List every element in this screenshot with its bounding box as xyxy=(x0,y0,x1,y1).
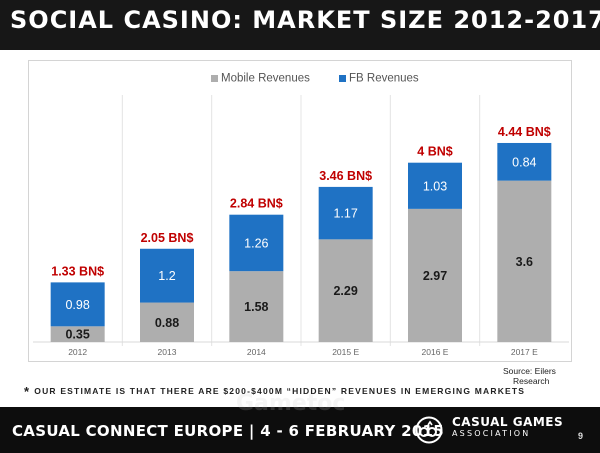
data-label-total: 2.84 BN$ xyxy=(230,197,283,211)
bar-mobile xyxy=(497,180,552,342)
data-label-total: 3.46 BN$ xyxy=(319,169,372,183)
bar-fb xyxy=(229,214,284,272)
bar-mobile xyxy=(408,208,462,342)
data-label-mobile: 3.6 xyxy=(516,255,533,269)
data-label-total: 1.33 BN$ xyxy=(51,264,104,278)
org-name-line-2: ASSOCIATION xyxy=(452,429,531,438)
legend-label-1: FB Revenues xyxy=(349,73,419,85)
x-tick-label: 2016 E xyxy=(422,347,449,357)
data-label-fb: 0.84 xyxy=(512,155,536,169)
data-label-mobile: 0.88 xyxy=(155,316,179,330)
data-label-total: 4 BN$ xyxy=(417,145,452,159)
chart-frame: Mobile Revenues FB Revenues 0.35 0.98 1.33 B… xyxy=(28,60,572,362)
bar-mobile xyxy=(50,326,105,342)
x-tick-label: 2014 xyxy=(247,347,266,357)
bar-mobile xyxy=(229,271,284,342)
data-label-total: 2.05 BN$ xyxy=(141,231,194,245)
data-label-fb: 0.98 xyxy=(65,298,89,312)
bar-fb xyxy=(50,282,105,327)
footnote: * OUR ESTIMATE IS THAT THERE ARE $200-$40… xyxy=(24,384,525,399)
data-label-mobile: 2.29 xyxy=(333,284,357,298)
bar-mobile xyxy=(140,302,194,342)
bar-fb xyxy=(140,248,194,303)
data-label-fb: 1.17 xyxy=(333,207,357,221)
bar-fb xyxy=(497,142,552,181)
event-banner: CASUAL CONNECT EUROPE | 4 - 6 FEBRUARY 2… xyxy=(12,422,445,440)
data-label-total: 4.44 BN$ xyxy=(498,125,551,139)
source-note: Source: Eilers Research xyxy=(503,366,556,386)
data-label-fb: 1.03 xyxy=(423,179,447,193)
x-tick-label: 2015 E xyxy=(332,347,359,357)
data-label-fb: 1.2 xyxy=(158,269,175,283)
source-line-2: Research xyxy=(513,376,550,386)
legend-label-0: Mobile Revenues xyxy=(221,73,310,85)
data-label-mobile: 2.97 xyxy=(423,269,447,283)
footnote-star: * xyxy=(24,384,31,399)
bar-fb xyxy=(408,162,462,209)
data-label-mobile: 1.58 xyxy=(244,300,268,314)
legend-swatch-1 xyxy=(339,75,346,82)
org-name-line-1: CASUAL GAMES xyxy=(452,415,564,429)
page-number: 9 xyxy=(578,431,584,441)
bar-mobile xyxy=(318,239,373,342)
data-label-mobile: 0.35 xyxy=(65,328,89,342)
org-name: CASUAL GAMES ASSOCIATION xyxy=(452,416,563,440)
legend-swatch-0 xyxy=(211,75,218,82)
page-title: SOCIAL CASINO: MARKET SIZE 2012-2017E xyxy=(10,6,600,34)
data-label-fb: 1.26 xyxy=(244,236,268,250)
x-tick-label: 2012 xyxy=(68,347,87,357)
source-line-1: Source: Eilers xyxy=(503,366,556,376)
bar-fb xyxy=(318,186,373,240)
x-tick-label: 2013 xyxy=(158,347,177,357)
footer-bar: Gametoc CASUAL CONNECT EUROPE | 4 - 6 FE… xyxy=(0,391,600,453)
title-bar: SOCIAL CASINO: MARKET SIZE 2012-2017E xyxy=(0,0,600,50)
x-tick-label: 2017 E xyxy=(511,347,538,357)
watermark: Gametoc xyxy=(236,391,346,416)
footnote-text: OUR ESTIMATE IS THAT THERE ARE $200-$400… xyxy=(34,386,526,396)
casual-games-logo-icon xyxy=(415,416,443,444)
stacked-bar-chart: Mobile Revenues FB Revenues 0.35 0.98 1.33 B… xyxy=(33,73,569,357)
